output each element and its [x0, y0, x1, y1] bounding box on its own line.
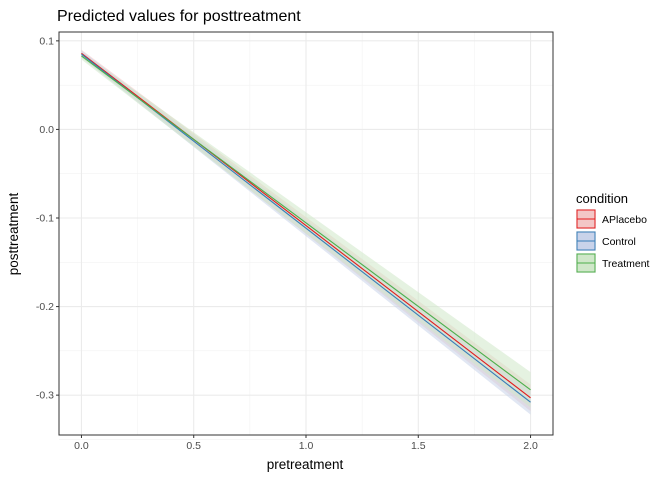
legend-label-aplacebo: APlacebo [602, 214, 647, 226]
x-tick-label: 1.5 [411, 440, 426, 452]
axis-ticks: 0.0 0.5 1.0 1.5 2.0 0.1 0.0 -0.1 -0.2 -0.3 [36, 35, 538, 452]
legend-label-control: Control [602, 236, 636, 248]
line-aplacebo [81, 52, 531, 399]
x-tick-label: 1.0 [299, 440, 314, 452]
y-axis-title: posttreatment [6, 192, 21, 275]
y-tick-label: -0.1 [36, 213, 54, 225]
y-tick-label: -0.2 [36, 301, 54, 313]
x-axis-title: pretreatment [267, 457, 344, 472]
y-tick-label: -0.3 [36, 390, 54, 402]
legend: condition APlacebo Control Treatment [576, 191, 650, 273]
x-tick-label: 0.5 [186, 440, 201, 452]
chart-title: Predicted values for posttreatment [57, 8, 301, 25]
x-tick-label: 2.0 [523, 440, 538, 452]
legend-title: condition [576, 191, 628, 206]
y-tick-label: 0.1 [39, 35, 54, 47]
line-treatment [81, 55, 531, 391]
y-tick-label: 0.0 [39, 124, 54, 136]
legend-items: APlacebo Control Treatment [576, 209, 650, 273]
legend-label-treatment: Treatment [602, 258, 650, 270]
legend-item-control: Control [576, 231, 636, 251]
legend-item-aplacebo: APlacebo [576, 209, 647, 229]
legend-item-treatment: Treatment [576, 253, 650, 273]
grid [59, 32, 553, 440]
series-lines [81, 52, 531, 403]
x-tick-label: 0.0 [74, 440, 89, 452]
